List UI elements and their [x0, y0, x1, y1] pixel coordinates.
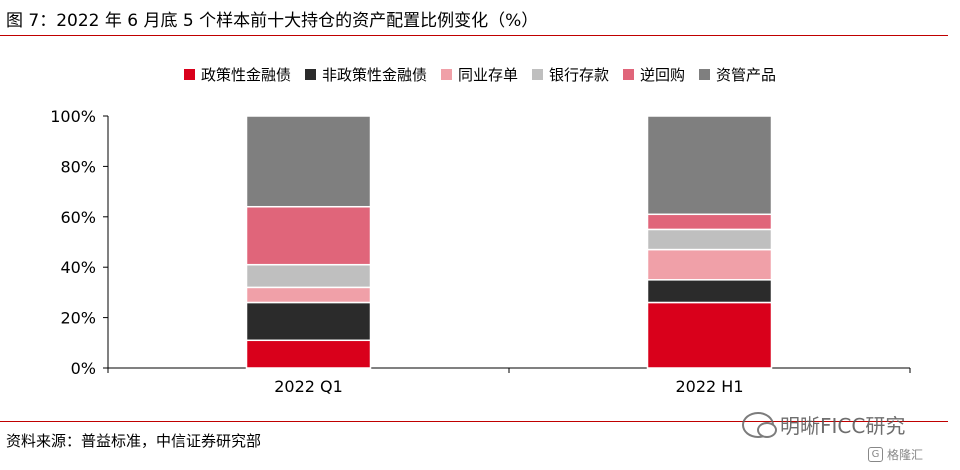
legend-swatch — [183, 69, 195, 80]
watermark-text: 明晰FICC研究 — [780, 414, 906, 438]
x-tick-label: 2022 H1 — [675, 377, 743, 396]
legend: 政策性金融债 非政策性金融债 同业存单 银行存款 逆回购 资管产品 — [0, 64, 960, 85]
legend-label: 逆回购 — [640, 66, 686, 84]
legend-label: 银行存款 — [549, 66, 610, 84]
y-tick-label: 0% — [71, 359, 96, 378]
legend-label: 政策性金融债 — [200, 66, 291, 84]
bar-segment — [245, 301, 372, 342]
bar-segment — [646, 115, 773, 216]
legend-swatch — [440, 69, 452, 80]
legend-label: 非政策性金融债 — [321, 66, 427, 84]
legend-item: 政策性金融债 — [183, 64, 291, 85]
bar-segment — [245, 263, 372, 289]
wechat-icon — [742, 411, 777, 438]
source-note: 资料来源：普益标准，中信证券研究部 — [6, 432, 262, 450]
legend-item: 同业存单 — [440, 64, 518, 85]
bar-segment — [646, 228, 773, 251]
bar-segment — [646, 248, 773, 281]
watermark: 明晰FICC研究 — [742, 410, 905, 439]
legend-item: 银行存款 — [532, 64, 609, 85]
y-tick-label: 20% — [60, 309, 96, 328]
top-rule — [0, 35, 948, 36]
legend-swatch — [532, 69, 543, 80]
y-tick-label: 100% — [50, 107, 96, 126]
y-tick-label: 80% — [60, 157, 96, 176]
legend-item: 资管产品 — [699, 64, 776, 85]
bar-segment — [245, 286, 372, 304]
bottom-rule — [0, 421, 948, 422]
legend-label: 同业存单 — [457, 66, 518, 84]
bar-segment — [646, 279, 773, 304]
legend-item: 非政策性金融债 — [304, 64, 427, 85]
bar-segment — [245, 339, 372, 369]
bar-segment — [245, 205, 372, 266]
bar-segment — [646, 213, 773, 231]
gelonghui-icon: G — [868, 447, 883, 462]
chart-title: 图 7：2022 年 6 月底 5 个样本前十大持仓的资产配置比例变化（%） — [6, 11, 539, 31]
y-tick-label: 40% — [60, 258, 96, 277]
legend-label: 资管产品 — [716, 66, 777, 84]
legend-swatch — [304, 69, 316, 80]
legend-swatch — [699, 69, 711, 80]
x-tick-label: 2022 Q1 — [274, 377, 343, 396]
legend-swatch — [623, 69, 635, 80]
watermark-secondary-text: 格隆汇 — [887, 448, 924, 462]
legend-item: 逆回购 — [623, 64, 685, 85]
bar-segment — [245, 115, 372, 208]
watermark-secondary: G 格隆汇 — [868, 446, 923, 463]
y-tick-label: 60% — [60, 208, 96, 227]
bar-segment — [646, 301, 773, 369]
stacked-bar-chart: 0% 20% 40% 60% 80% 100% 2022 Q1 2022 H1 — [50, 107, 911, 396]
